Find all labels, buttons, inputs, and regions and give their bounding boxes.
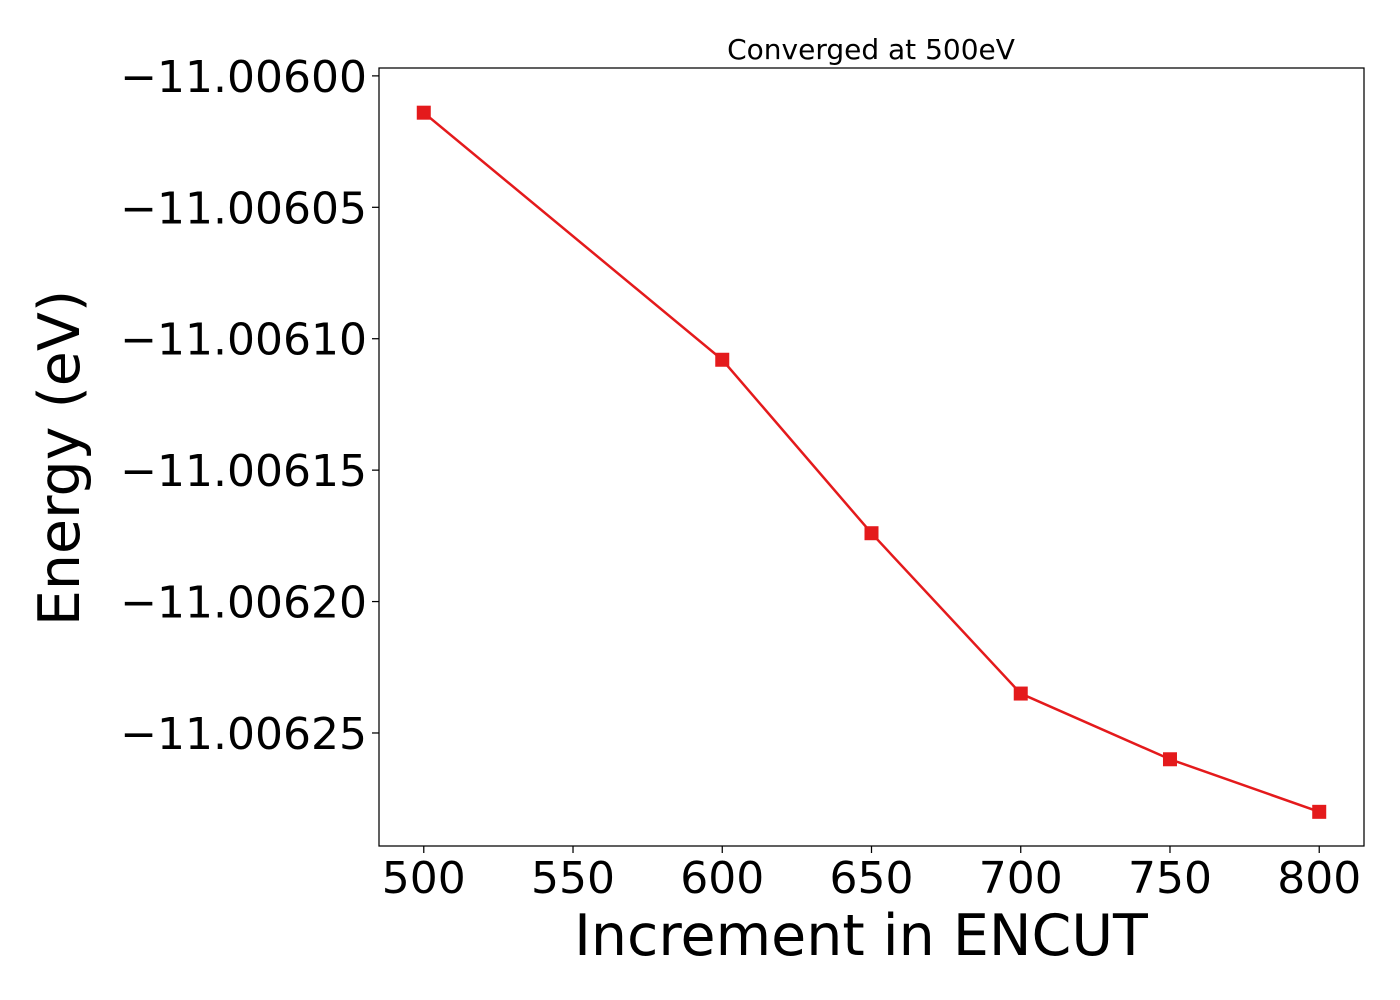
x-axis-label: Increment in ENCUT bbox=[574, 903, 1148, 969]
data-point-marker bbox=[1162, 752, 1177, 767]
series-line bbox=[422, 111, 1320, 814]
data-point-marker bbox=[864, 526, 879, 541]
x-tick-label: 550 bbox=[531, 853, 615, 904]
x-tick-label: 700 bbox=[979, 853, 1063, 904]
y-axis-ticks: −11.00600 −11.00605 −11.00610 −11.00615 −11.… bbox=[120, 52, 379, 760]
x-tick-label: 800 bbox=[1277, 853, 1361, 904]
x-tick-label: 650 bbox=[830, 853, 914, 904]
y-tick-label: −11.00625 bbox=[120, 709, 367, 760]
y-tick-label: −11.00600 bbox=[120, 52, 367, 103]
data-point-marker bbox=[1013, 686, 1028, 701]
series-group bbox=[416, 105, 1327, 819]
data-point-marker bbox=[416, 105, 431, 120]
x-tick-label: 750 bbox=[1128, 853, 1212, 904]
y-axis-label: Energy (eV) bbox=[27, 290, 93, 626]
x-axis-ticks: 500 550 600 650 700 750 800 bbox=[382, 846, 1361, 904]
y-tick-label: −11.00615 bbox=[120, 446, 367, 497]
data-point-marker bbox=[715, 352, 730, 367]
chart-title: Converged at 500eV bbox=[727, 33, 1015, 66]
x-tick-label: 500 bbox=[382, 853, 466, 904]
y-tick-label: −11.00605 bbox=[120, 183, 367, 234]
x-tick-label: 600 bbox=[680, 853, 764, 904]
y-tick-label: −11.00620 bbox=[120, 578, 367, 629]
y-tick-label: −11.00610 bbox=[120, 315, 367, 366]
data-point-marker bbox=[1312, 804, 1327, 819]
plot-area-frame bbox=[378, 67, 1365, 847]
